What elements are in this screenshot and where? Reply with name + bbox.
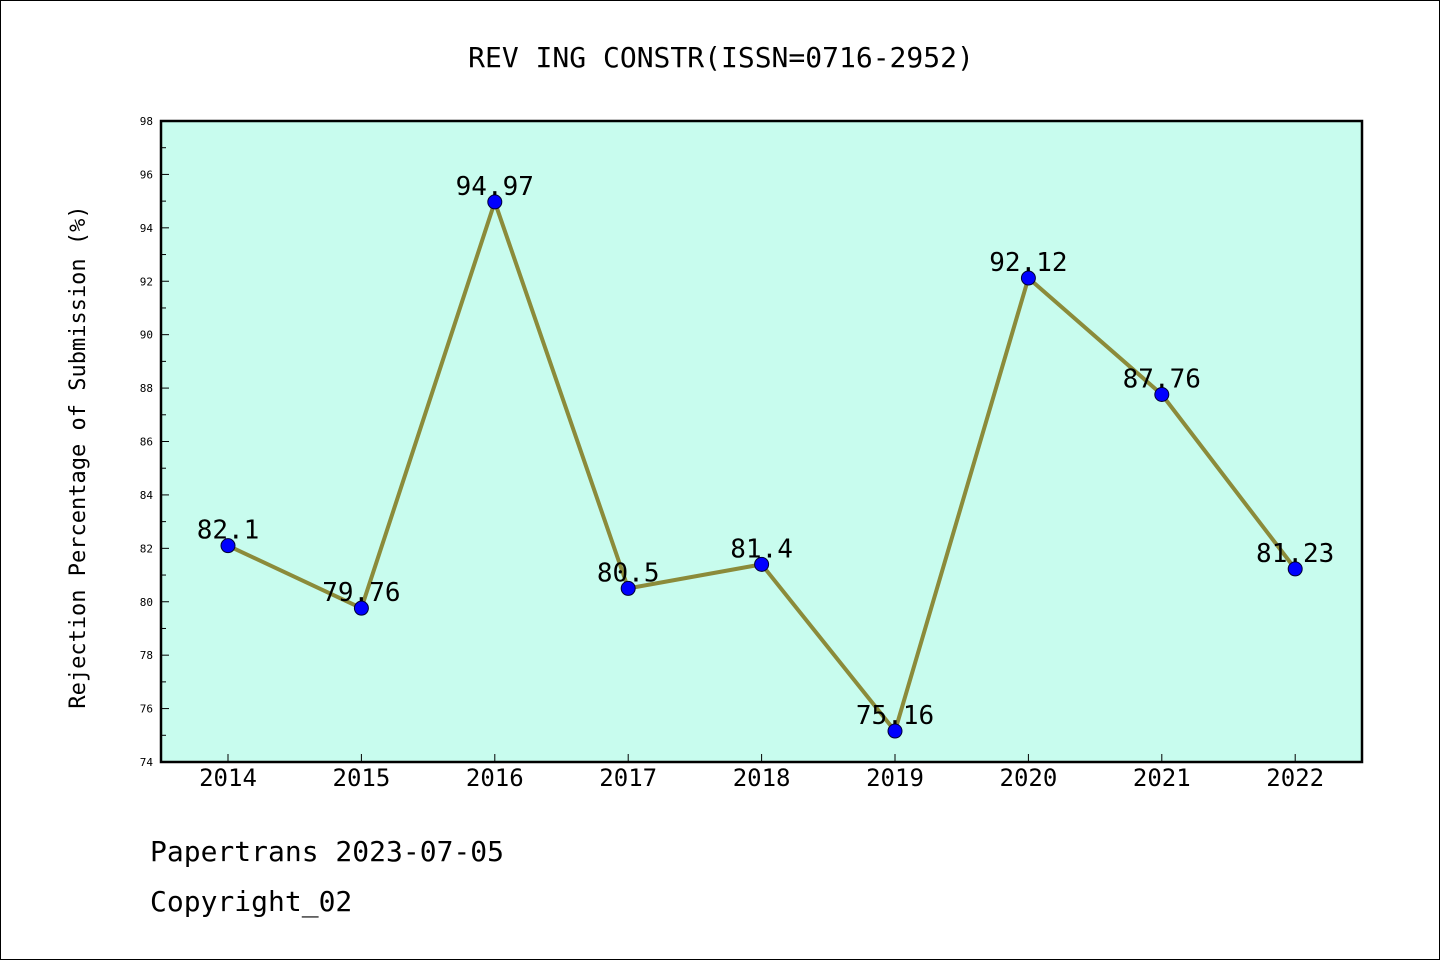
y-tick-label: 86 bbox=[140, 436, 153, 449]
data-label: 82.1 bbox=[197, 516, 260, 546]
footer-date-text: Papertrans 2023-07-05 bbox=[150, 835, 505, 868]
data-point bbox=[1287, 561, 1303, 577]
y-tick-label: 92 bbox=[140, 275, 153, 288]
y-tick-label: 98 bbox=[140, 115, 153, 128]
data-label: 92.12 bbox=[989, 248, 1067, 278]
y-tick-label: 94 bbox=[140, 222, 154, 235]
data-points bbox=[220, 194, 1303, 739]
data-point bbox=[887, 723, 903, 739]
x-tick-label: 2020 bbox=[1000, 764, 1058, 792]
y-tick-label: 88 bbox=[140, 382, 153, 395]
x-axis-ticks: 2014 2015 2016 2017 2018 2019 2020 2021 2022 bbox=[199, 754, 1324, 792]
data-point bbox=[1154, 386, 1170, 402]
x-tick-label: 2014 bbox=[199, 764, 257, 792]
data-label: 81.4 bbox=[730, 534, 793, 564]
y-tick-label: 74 bbox=[140, 756, 154, 769]
footer-copyright-text: Copyright_02 bbox=[150, 885, 353, 918]
data-point bbox=[620, 580, 636, 596]
y-tick-label: 84 bbox=[140, 489, 154, 502]
y-tick-label: 80 bbox=[140, 596, 153, 609]
y-tick-label: 78 bbox=[140, 649, 153, 662]
x-tick-label: 2015 bbox=[333, 764, 391, 792]
x-tick-label: 2021 bbox=[1133, 764, 1191, 792]
data-point bbox=[487, 194, 503, 210]
data-point bbox=[754, 556, 770, 572]
data-labels: 82.1 79.76 94.97 80.5 81.4 75.16 92.12 87.76 81.… bbox=[197, 172, 1335, 731]
y-tick-label: 76 bbox=[140, 703, 153, 716]
data-label: 75.16 bbox=[856, 701, 934, 731]
x-tick-label: 2018 bbox=[733, 764, 791, 792]
x-tick-label: 2022 bbox=[1266, 764, 1324, 792]
data-label: 79.76 bbox=[322, 578, 400, 608]
plot-area bbox=[159, 119, 1364, 764]
y-axis-ticks: 74 76 78 80 82 84 86 88 90 92 94 96 98 bbox=[140, 115, 169, 769]
data-label: 81.23 bbox=[1256, 539, 1334, 569]
data-point bbox=[1020, 270, 1036, 286]
x-tick-label: 2016 bbox=[466, 764, 524, 792]
x-tick-label: 2017 bbox=[599, 764, 657, 792]
y-tick-label: 82 bbox=[140, 542, 153, 555]
data-label: 87.76 bbox=[1123, 364, 1201, 394]
y-tick-label: 90 bbox=[140, 329, 153, 342]
y-axis-label: Rejection Percentage of Submission (%) bbox=[66, 205, 91, 708]
data-label: 94.97 bbox=[456, 172, 534, 202]
chart-title: REV ING CONSTR(ISSN=0716-2952) bbox=[468, 41, 974, 74]
data-point bbox=[353, 600, 369, 616]
data-label: 80.5 bbox=[597, 558, 660, 588]
data-point bbox=[220, 538, 236, 554]
y-tick-label: 96 bbox=[140, 168, 153, 181]
x-tick-label: 2019 bbox=[866, 764, 924, 792]
